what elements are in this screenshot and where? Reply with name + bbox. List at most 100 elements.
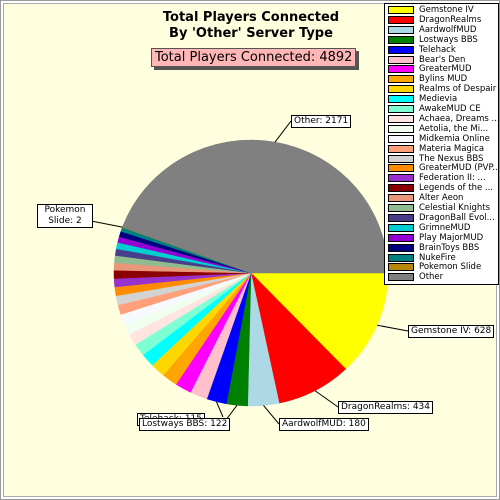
legend-swatch <box>388 194 414 203</box>
legend-label: GreaterMUD <box>419 64 472 75</box>
legend-swatch <box>388 6 414 14</box>
legend-entry: Materia Magica <box>388 144 484 154</box>
legend-label: Achaea, Dreams ... <box>419 113 500 124</box>
legend-entry: Medievia <box>388 94 457 104</box>
leader-line <box>215 401 224 418</box>
legend-entry: Bylins MUD <box>388 74 467 84</box>
legend-label: Realms of Despair <box>419 84 497 95</box>
legend-entry: Midkemia Online <box>388 134 490 144</box>
leader-line <box>314 390 339 408</box>
legend-entry: Achaea, Dreams ... <box>388 113 500 124</box>
legend-label: Bear's Den <box>419 54 466 65</box>
legend-label: Pokemon Slide <box>419 262 482 273</box>
legend-entry: Lostways BBS <box>388 35 478 45</box>
legend-swatch <box>388 85 414 94</box>
legend-label: Aetolia, the Mi... <box>419 123 489 134</box>
legend-entry: Gemstone IV <box>388 5 474 15</box>
legend-label: GrimneMUD <box>419 222 471 233</box>
legend-swatch <box>388 204 414 212</box>
legend-label: DragonRealms <box>419 14 482 25</box>
legend-entry: GrimneMUD <box>388 223 470 233</box>
legend-entry: The Nexus BBS <box>388 154 483 164</box>
data-label: Gemstone IV: 628 <box>408 325 495 338</box>
legend-entry: GreaterMUD (PVP... <box>388 163 500 174</box>
legend-entry: Bear's Den <box>388 55 465 65</box>
legend-entry: GreaterMUD <box>388 64 472 74</box>
legend-swatch <box>388 25 414 34</box>
legend-label: Other <box>419 272 444 283</box>
data-label: AardwolfMUD: 180 <box>279 418 369 431</box>
legend-label: Materia Magica <box>419 143 485 154</box>
legend-swatch <box>388 154 414 163</box>
title-line: Total Players Connected <box>162 10 340 25</box>
legend-swatch <box>388 35 414 44</box>
legend-entry: Play MajorMUD <box>388 233 483 243</box>
leader-line <box>274 120 292 143</box>
legend-swatch <box>388 134 414 143</box>
legend-swatch <box>388 15 414 24</box>
legend-entry: AwakeMUD CE <box>388 104 481 114</box>
legend-entry: DragonRealms <box>388 15 481 25</box>
legend-entry: Federation II: ... <box>388 173 486 183</box>
data-label: DragonRealms: 434 <box>338 401 433 414</box>
legend-swatch <box>388 223 414 232</box>
leader-line <box>376 324 409 332</box>
legend-swatch <box>388 253 414 262</box>
legend-label: Gemstone IV <box>419 5 474 15</box>
legend-label: AwakeMUD CE <box>419 104 481 114</box>
leader-line <box>263 405 280 425</box>
legend-swatch <box>388 114 414 123</box>
legend-swatch <box>388 95 414 104</box>
legend-entry: Alter Aeon <box>388 193 463 203</box>
legend-label: Medievia <box>419 94 458 105</box>
legend-entry: Other <box>388 272 443 282</box>
legend-swatch <box>388 124 414 133</box>
legend-swatch <box>388 45 414 54</box>
legend-label: Alter Aeon <box>419 193 464 204</box>
legend-label: AardwolfMUD <box>419 24 477 35</box>
legend-label: DragonBall Evol... <box>419 212 495 223</box>
legend-swatch <box>388 263 414 272</box>
legend-label: GreaterMUD (PVP... <box>419 163 500 174</box>
legend-swatch <box>388 65 414 74</box>
legend-swatch <box>388 164 414 173</box>
legend-label: BrainToys BBS <box>419 242 480 253</box>
legend-entry: Realms of Despair <box>388 84 496 94</box>
legend-swatch <box>388 105 414 113</box>
legend-label: Telehack <box>419 44 456 55</box>
data-label: Lostways BBS: 122 <box>139 418 231 431</box>
legend-label: Bylins MUD <box>419 74 468 85</box>
legend-swatch <box>388 174 414 183</box>
legend-entry: Telehack <box>388 45 456 55</box>
legend-swatch <box>388 75 414 84</box>
total-banner: Total Players Connected: 4892 <box>151 48 357 67</box>
legend: Gemstone IV DragonRealms AardwolfMUD Lostwa… <box>384 3 499 285</box>
legend-entry: DragonBall Evol... <box>388 213 495 223</box>
legend-label: Play MajorMUD <box>419 232 484 243</box>
legend-entry: Pokemon Slide <box>388 262 481 272</box>
legend-entry: Aetolia, the Mi... <box>388 124 488 134</box>
legend-swatch <box>388 273 414 282</box>
legend-swatch <box>388 144 414 153</box>
legend-label: Legends of the ... <box>419 183 494 194</box>
legend-entry: BrainToys BBS <box>388 243 479 253</box>
legend-label: Midkemia Online <box>419 133 490 144</box>
legend-entry: AardwolfMUD <box>388 25 476 35</box>
title-line: By 'Other' Server Type <box>169 26 333 41</box>
legend-swatch <box>388 233 414 242</box>
legend-swatch <box>388 213 414 222</box>
legend-entry: NukeFire <box>388 253 456 263</box>
legend-swatch <box>388 243 414 252</box>
legend-label: The Nexus BBS <box>419 153 484 164</box>
legend-label: NukeFire <box>419 252 456 263</box>
chart-title: Total Players Connected By 'Other' Serve… <box>101 10 401 42</box>
data-label: Pokemon Slide: 2 <box>37 204 93 228</box>
legend-label: Lostways BBS <box>419 34 478 45</box>
legend-entry: Celestial Knights <box>388 203 490 213</box>
legend-swatch <box>388 184 414 193</box>
legend-swatch <box>388 55 414 64</box>
data-label: Other: 2171 <box>291 115 352 128</box>
legend-label: Celestial Knights <box>419 203 491 213</box>
